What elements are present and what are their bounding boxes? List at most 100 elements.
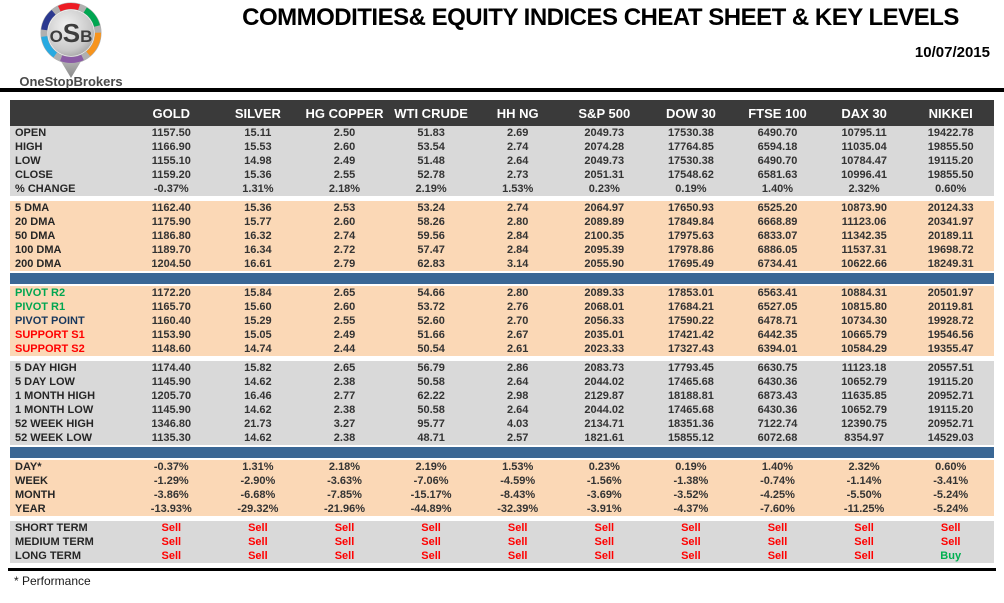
row-label: PIVOT R1 bbox=[15, 301, 66, 313]
cell-5-day-high-gold: 1174.40 bbox=[151, 362, 191, 374]
cell-5-day-low-dax-30: 10652.79 bbox=[841, 376, 888, 388]
cell-open-gold: 1157.50 bbox=[151, 127, 191, 139]
cell-month-nikkei: -5.24% bbox=[933, 489, 969, 501]
column-header-hh-ng: HH NG bbox=[496, 105, 539, 121]
section-signals: SHORT TERM Sell Sell Sell Sell Sell Sell Sell Se… bbox=[10, 521, 994, 563]
section-pivots: PIVOT R2 1172.20 15.84 2.65 54.66 2.80 2089.33… bbox=[10, 286, 994, 356]
cell-52-week-high-ftse-100: 7122.74 bbox=[757, 418, 798, 430]
cell-pivot-r2-hg-copper: 2.65 bbox=[333, 287, 356, 299]
cell-100-dma-wti-crude: 57.47 bbox=[417, 244, 445, 256]
cell-pivot-r1-wti-crude: 53.72 bbox=[417, 301, 445, 313]
section-gap bbox=[10, 196, 994, 201]
cell-52-week-low-s-p-500: 1821.61 bbox=[584, 432, 625, 444]
onestopbrokers-logo: OSB OneStopBrokers bbox=[16, 2, 126, 89]
row-label: % CHANGE bbox=[15, 183, 76, 195]
cell-52-week-low-hg-copper: 2.38 bbox=[333, 432, 356, 444]
cell-change-wti-crude: 2.19% bbox=[415, 183, 447, 195]
cell-5-day-low-hh-ng: 2.64 bbox=[506, 376, 529, 388]
row-pivot-r2: PIVOT R2 1172.20 15.84 2.65 54.66 2.80 2089.33… bbox=[10, 286, 994, 300]
cell-50-dma-nikkei: 20189.11 bbox=[928, 230, 974, 242]
cell-1-month-low-silver: 14.62 bbox=[244, 404, 272, 416]
cell-support-s2-s-p-500: 2023.33 bbox=[584, 343, 625, 355]
cell-support-s1-silver: 15.05 bbox=[244, 329, 272, 341]
cell-pivot-r2-hh-ng: 2.80 bbox=[506, 287, 529, 299]
cell-pivot-point-gold: 1160.40 bbox=[151, 315, 191, 327]
cell-52-week-high-wti-crude: 95.77 bbox=[417, 418, 445, 430]
cell-week-nikkei: -3.41% bbox=[933, 475, 969, 487]
cell-low-gold: 1155.10 bbox=[151, 155, 191, 167]
cell-52-week-high-silver: 21.73 bbox=[244, 418, 272, 430]
cell-support-s2-gold: 1148.60 bbox=[151, 343, 191, 355]
cell-50-dma-silver: 16.32 bbox=[244, 230, 272, 242]
cell-high-hh-ng: 2.74 bbox=[506, 141, 529, 153]
cell-50-dma-gold: 1186.80 bbox=[151, 230, 191, 242]
cell-high-wti-crude: 53.54 bbox=[417, 141, 445, 153]
row-label: 100 DMA bbox=[15, 244, 62, 256]
cell-5-day-high-hh-ng: 2.86 bbox=[506, 362, 529, 374]
cell-year-dax-30: -11.25% bbox=[843, 503, 885, 515]
row-50-dma: 50 DMA 1186.80 16.32 2.74 59.56 2.84 2100.35 17… bbox=[10, 229, 994, 243]
cell-support-s1-ftse-100: 6442.35 bbox=[757, 329, 798, 341]
cell-short-term-dow-30: Sell bbox=[681, 522, 701, 534]
cell-support-s2-dow-30: 17327.43 bbox=[667, 343, 714, 355]
cell-low-hh-ng: 2.64 bbox=[506, 155, 529, 167]
cell-long-term-silver: Sell bbox=[248, 550, 268, 562]
cell-1-month-high-hh-ng: 2.98 bbox=[506, 390, 529, 402]
cell-5-dma-wti-crude: 53.24 bbox=[417, 202, 445, 214]
cell-week-ftse-100: -0.74% bbox=[760, 475, 795, 487]
row-1-month-low: 1 MONTH LOW 1145.90 14.62 2.38 50.58 2.64 2044… bbox=[10, 403, 994, 417]
column-header-ftse-100: FTSE 100 bbox=[748, 105, 807, 121]
row-pivot-r1: PIVOT R1 1165.70 15.60 2.60 53.72 2.76 2068.01… bbox=[10, 300, 994, 314]
cell-month-hg-copper: -7.85% bbox=[327, 489, 362, 501]
cell-100-dma-silver: 16.34 bbox=[244, 244, 272, 256]
cell-support-s2-wti-crude: 50.54 bbox=[417, 343, 445, 355]
row-year: YEAR -13.93% -29.32% -21.96% -44.89% -32.39% -… bbox=[10, 502, 994, 516]
cell-year-wti-crude: -44.89% bbox=[410, 503, 452, 515]
cell-open-silver: 15.11 bbox=[244, 127, 272, 139]
cell-pivot-r2-dow-30: 17853.01 bbox=[667, 287, 714, 299]
cell-day-dax-30: 2.32% bbox=[848, 461, 880, 473]
cell-day-hh-ng: 1.53% bbox=[502, 461, 534, 473]
cell-short-term-gold: Sell bbox=[161, 522, 182, 534]
cell-20-dma-wti-crude: 58.26 bbox=[417, 216, 445, 228]
cell-200-dma-s-p-500: 2055.90 bbox=[584, 258, 625, 270]
cell-year-ftse-100: -7.60% bbox=[760, 503, 795, 515]
cell-low-wti-crude: 51.48 bbox=[417, 155, 445, 167]
cell-support-s2-ftse-100: 6394.01 bbox=[757, 343, 798, 355]
cell-close-wti-crude: 52.78 bbox=[417, 169, 445, 181]
cell-short-term-hh-ng: Sell bbox=[507, 522, 528, 534]
cell-52-week-low-dax-30: 8354.97 bbox=[844, 432, 884, 444]
cell-1-month-high-ftse-100: 6873.43 bbox=[757, 390, 798, 402]
cell-50-dma-ftse-100: 6833.07 bbox=[757, 230, 798, 242]
section-gap bbox=[10, 516, 994, 521]
cell-month-ftse-100: -4.25% bbox=[760, 489, 795, 501]
cell-100-dma-ftse-100: 6886.05 bbox=[757, 244, 798, 256]
row-open: OPEN 1157.50 15.11 2.50 51.83 2.69 2049.73 1753… bbox=[10, 126, 994, 140]
row-label: SUPPORT S1 bbox=[15, 329, 85, 341]
row-short-term: SHORT TERM Sell Sell Sell Sell Sell Sell Sell Se… bbox=[10, 521, 994, 535]
cell-1-month-low-s-p-500: 2044.02 bbox=[584, 404, 625, 416]
section-gap bbox=[10, 356, 994, 361]
cell-5-day-low-dow-30: 17465.68 bbox=[667, 376, 714, 388]
cell-low-hg-copper: 2.49 bbox=[333, 155, 356, 167]
cell-pivot-r1-nikkei: 20119.81 bbox=[928, 301, 974, 313]
cell-5-dma-s-p-500: 2064.97 bbox=[584, 202, 625, 214]
column-header-gold: GOLD bbox=[152, 105, 191, 121]
cell-200-dma-hg-copper: 2.79 bbox=[333, 258, 356, 270]
cell-50-dma-hg-copper: 2.74 bbox=[333, 230, 356, 242]
cell-100-dma-hh-ng: 2.84 bbox=[506, 244, 529, 256]
cell-week-dax-30: -1.14% bbox=[846, 475, 882, 487]
row-5-day-high: 5 DAY HIGH 1174.40 15.82 2.65 56.79 2.86 2083.… bbox=[10, 361, 994, 375]
row-label: 1 MONTH LOW bbox=[15, 404, 94, 416]
cell-52-week-high-hh-ng: 4.03 bbox=[506, 418, 529, 430]
section-moving-averages: 5 DMA 1162.40 15.36 2.53 53.24 2.74 2064.97 176… bbox=[10, 201, 994, 271]
cell-year-silver: -29.32% bbox=[237, 503, 279, 515]
cell-low-nikkei: 19115.20 bbox=[928, 155, 974, 167]
row-label: LONG TERM bbox=[15, 550, 81, 562]
column-header-row: GOLD SILVER HG COPPER WTI CRUDE HH NG S&P 500… bbox=[10, 100, 994, 126]
cell-year-nikkei: -5.24% bbox=[933, 503, 969, 515]
row-label: MEDIUM TERM bbox=[15, 536, 94, 548]
cell-5-day-high-dow-30: 17793.45 bbox=[667, 362, 714, 374]
cell-high-gold: 1166.90 bbox=[151, 141, 191, 153]
